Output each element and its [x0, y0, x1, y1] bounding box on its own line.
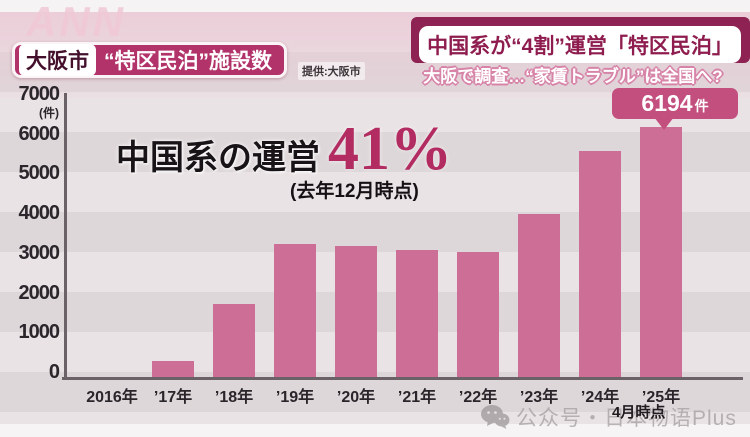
y-tick-label: 6000 [18, 122, 61, 145]
bar-’25年 [640, 127, 682, 377]
share-annotation: 中国系の運営 41% [116, 114, 452, 185]
x-axis-footnote: 4月時点 [612, 404, 666, 421]
y-tick-label: 7000 [18, 83, 61, 105]
broadcaster-watermark: ANN [26, 0, 126, 45]
x-tick-label: ’25年 [641, 389, 681, 406]
y-axis-line [64, 93, 67, 380]
bar-’21年 [396, 250, 438, 377]
data-source-credit: 提供:大阪市 [298, 62, 365, 80]
y-tick-label: 1000 [18, 321, 61, 344]
share-annotation-note: (去年12月時点) [290, 181, 419, 202]
x-tick-label: ’22年 [458, 389, 498, 406]
bottom-letterbox [0, 424, 750, 437]
x-tick-label: ’20年 [336, 389, 376, 406]
subheadline-text: 大阪で調査…“家賃トラブル”は全国へ? [423, 67, 723, 86]
y-axis-unit-label: (件) [39, 106, 59, 120]
x-axis-line [62, 377, 743, 380]
bar-’19年 [274, 244, 316, 377]
wechat-icon [481, 405, 510, 429]
x-tick-label: ’17年 [153, 389, 193, 406]
headline-text: 中国系が“4割”運営「特区民泊」 [419, 26, 741, 63]
y-tick-label: 4000 [18, 202, 61, 225]
bar-’18年 [213, 304, 255, 377]
location-badge: 大阪市 [19, 44, 96, 76]
x-tick-label: ’23年 [519, 389, 559, 406]
wechat-watermark: 公众号・日本物语Plus [480, 402, 737, 432]
share-annotation-value: 41% [328, 115, 452, 183]
bar-’20年 [335, 246, 377, 377]
x-tick-label: ’19年 [275, 389, 315, 406]
bar-’17年 [152, 361, 194, 377]
y-tick-label: 3000 [18, 241, 61, 264]
peak-value-callout: 6194 件 [612, 88, 738, 130]
x-tick-label: ’24年 [580, 389, 620, 406]
x-tick-label: ’21年 [397, 389, 437, 406]
bar-’24年 [579, 151, 621, 377]
x-tick-label: ’18年 [214, 389, 254, 406]
share-annotation-label: 中国系の運営 [116, 139, 320, 177]
chart-title-badge: 大阪市 “特区民泊”施設数 [12, 42, 287, 78]
y-tick-label: 0 [48, 361, 60, 383]
y-tick-label: 2000 [18, 281, 61, 304]
peak-value-unit: 件 [694, 98, 709, 114]
chart-title: “特区民泊”施設数 [104, 50, 272, 73]
x-tick-label: 2016年 [86, 389, 138, 406]
bar-’23年 [518, 214, 560, 377]
y-tick-label: 5000 [18, 162, 61, 185]
bar-’22年 [457, 252, 499, 377]
wechat-watermark-text: 公众号・日本物语Plus [516, 407, 737, 430]
peak-value: 6194 [641, 90, 693, 116]
headline-banner: 中国系が“4割”運営「特区民泊」 [411, 17, 750, 63]
